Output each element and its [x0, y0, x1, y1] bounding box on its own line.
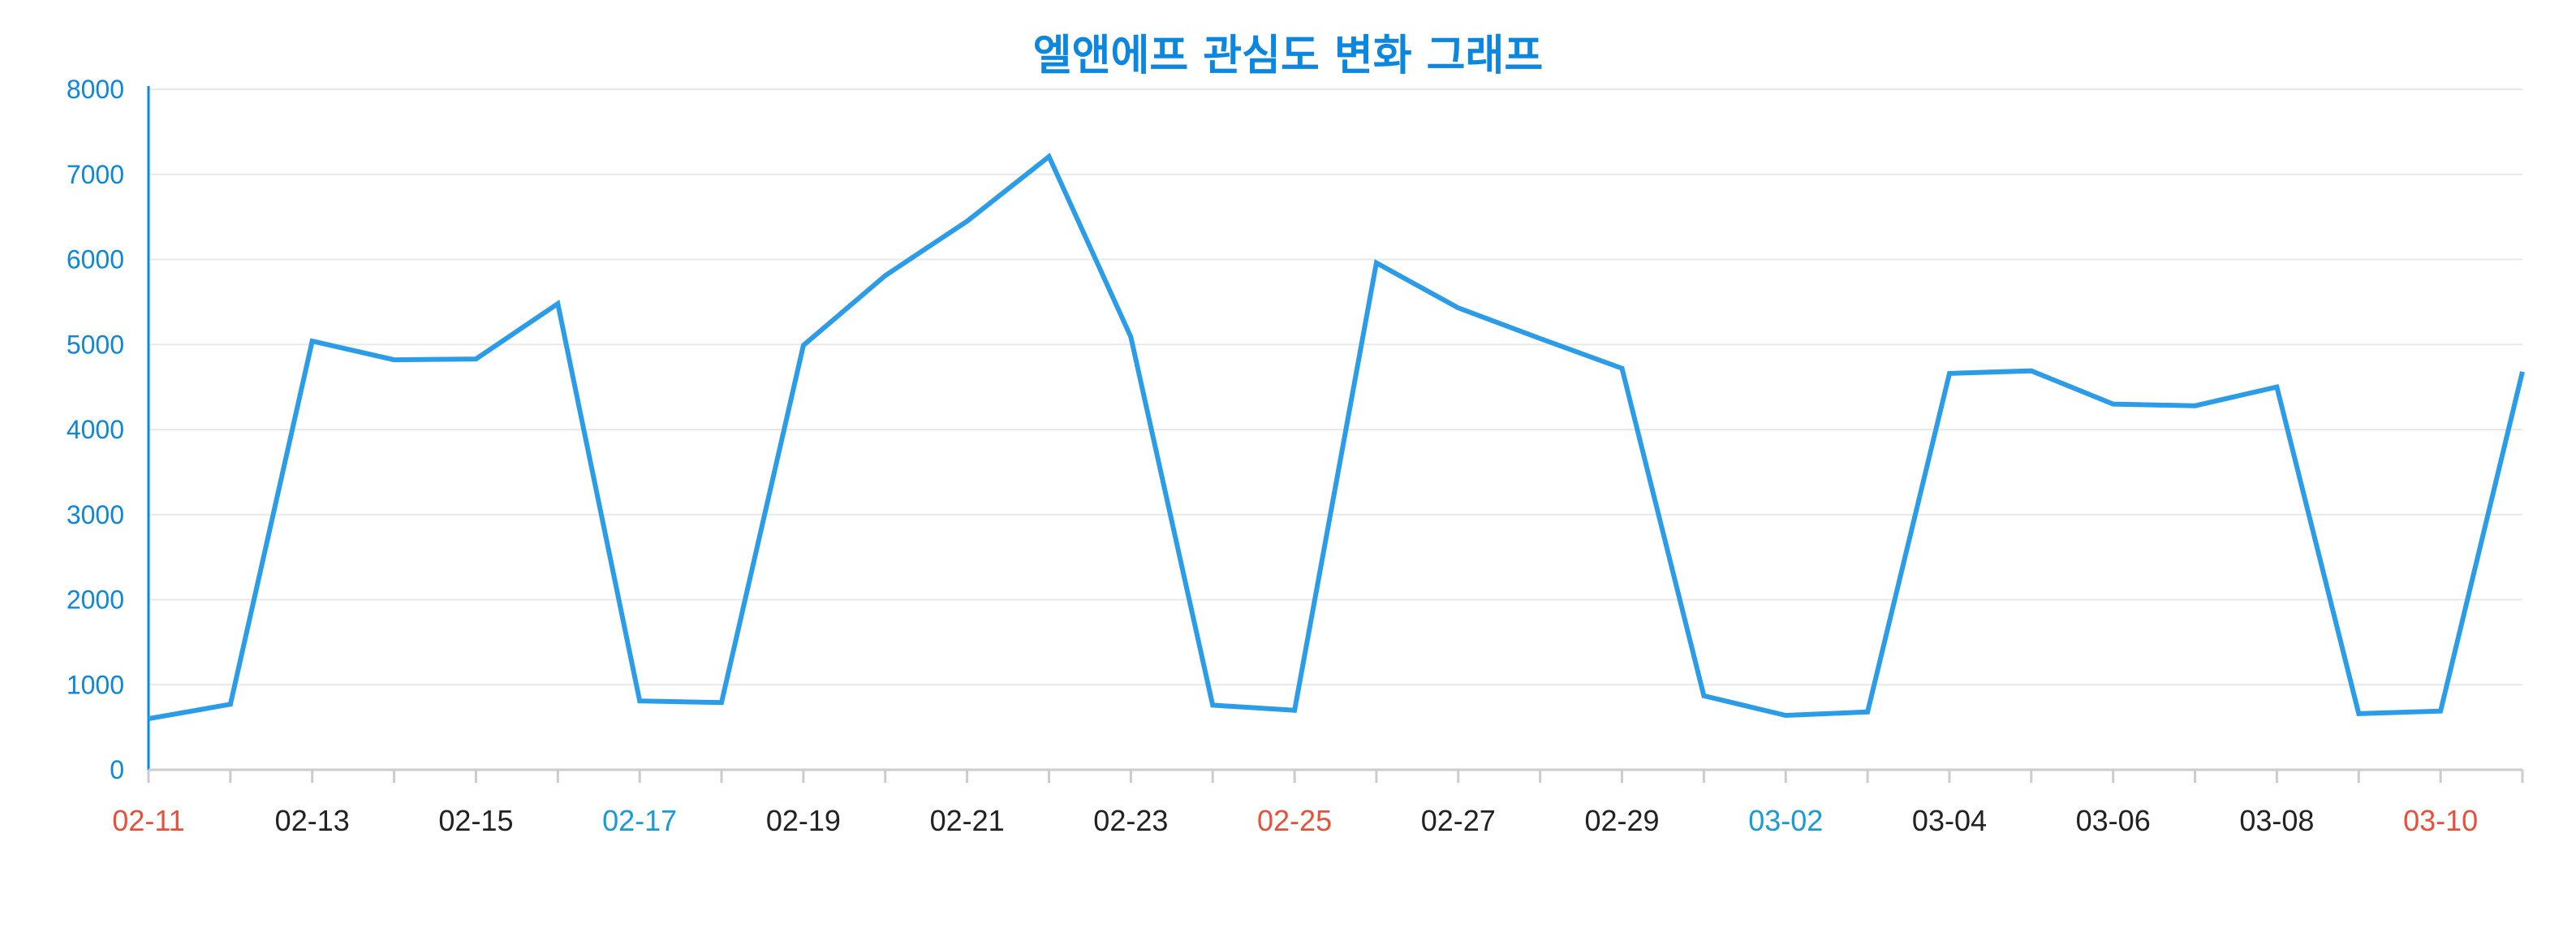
chart-title: 엘앤에프 관심도 변화 그래프 — [1032, 32, 1544, 80]
y-tick-label: 4000 — [67, 415, 124, 444]
series-line — [148, 153, 2525, 722]
y-tick-label: 7000 — [67, 160, 124, 189]
x-tick-label: 03-06 — [2076, 804, 2151, 837]
x-tick-label: 03-04 — [1912, 804, 1987, 837]
x-tick-label: 02-19 — [766, 804, 841, 837]
y-tick-label: 1000 — [67, 670, 124, 699]
x-tick-label: 02-23 — [1093, 804, 1168, 837]
y-tick-label: 8000 — [67, 75, 124, 104]
x-tick-label: 02-21 — [930, 804, 1005, 837]
x-tick-label: 03-08 — [2239, 804, 2314, 837]
y-tick-label: 5000 — [67, 330, 124, 359]
y-tick-label: 0 — [110, 755, 124, 784]
x-tick-label: 02-29 — [1584, 804, 1659, 837]
x-tick-label: 02-17 — [602, 804, 677, 837]
x-tick-label: 02-25 — [1257, 804, 1332, 837]
x-tick-label: 02-27 — [1421, 804, 1496, 837]
x-tick-label: 03-02 — [1748, 804, 1823, 837]
x-tick-label: 02-11 — [112, 804, 184, 837]
y-tick-label: 3000 — [67, 500, 124, 529]
y-tick-label: 6000 — [67, 245, 124, 274]
x-tick-label: 02-15 — [438, 804, 513, 837]
x-tick-label: 02-13 — [275, 804, 350, 837]
y-tick-label: 2000 — [67, 585, 124, 615]
x-tick-label: 03-10 — [2403, 804, 2478, 837]
